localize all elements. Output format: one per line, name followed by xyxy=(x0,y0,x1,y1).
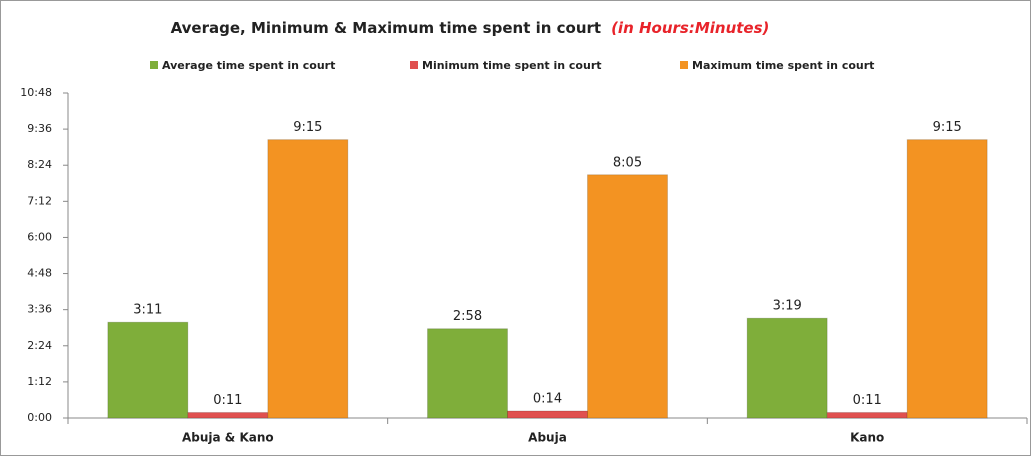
legend-swatch xyxy=(410,61,418,69)
data-label: 9:15 xyxy=(293,120,322,135)
data-label: 3:11 xyxy=(133,303,162,318)
legend-label: Minimum time spent in court xyxy=(422,59,602,72)
bar xyxy=(427,328,508,419)
data-label: 0:14 xyxy=(533,391,562,406)
y-tick-label: 0:00 xyxy=(27,411,52,424)
chart-subtitle: (in Hours:Minutes) xyxy=(611,19,769,37)
y-tick-label: 7:12 xyxy=(27,194,52,207)
y-tick-label: 6:00 xyxy=(27,230,52,243)
bar xyxy=(906,139,988,419)
chart-heading: Average, Minimum & Maximum time spent in… xyxy=(171,19,770,37)
x-tick-label: Abuja & Kano xyxy=(182,431,274,445)
bar xyxy=(746,317,828,419)
x-tick-label: Abuja xyxy=(528,431,567,445)
bar xyxy=(826,411,908,419)
legend-label: Maximum time spent in court xyxy=(692,59,874,72)
y-tick-label: 2:24 xyxy=(27,339,52,352)
y-tick-label: 3:36 xyxy=(27,303,52,316)
legend-swatch xyxy=(680,61,688,69)
bar xyxy=(267,139,349,419)
data-label: 0:11 xyxy=(213,393,242,408)
data-label: 9:15 xyxy=(933,120,962,135)
data-label: 0:11 xyxy=(853,393,882,408)
bar xyxy=(587,174,668,419)
y-tick-label: 10:48 xyxy=(20,86,52,99)
data-label: 8:05 xyxy=(613,155,642,170)
y-tick-label: 9:36 xyxy=(27,122,52,135)
bar xyxy=(107,321,189,419)
legend-swatch xyxy=(150,61,158,69)
data-label: 3:19 xyxy=(773,299,802,314)
chart-title: Average, Minimum & Maximum time spent in… xyxy=(171,19,602,37)
bar xyxy=(187,411,269,419)
y-tick-label: 4:48 xyxy=(27,267,52,280)
y-tick-label: 1:12 xyxy=(27,375,52,388)
bar xyxy=(507,410,588,419)
data-label: 2:58 xyxy=(453,309,482,324)
x-tick-label: Kano xyxy=(850,431,884,445)
legend-label: Average time spent in court xyxy=(162,59,335,72)
y-tick-label: 8:24 xyxy=(27,158,52,171)
